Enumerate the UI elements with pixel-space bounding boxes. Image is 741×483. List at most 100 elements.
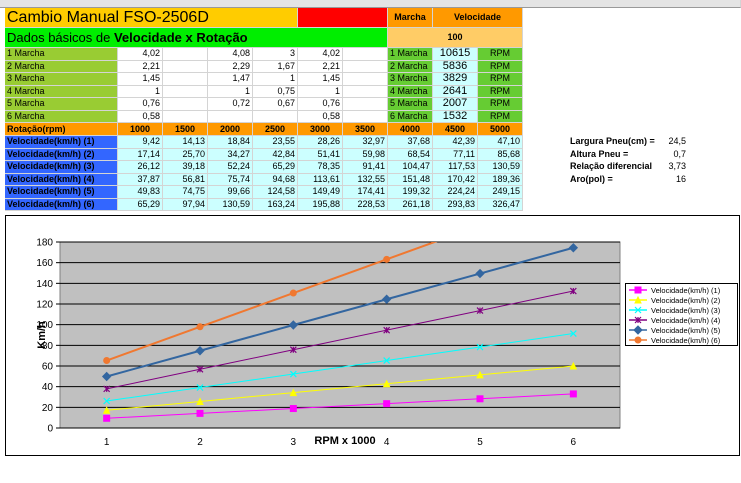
param-label: Altura Pneu = <box>570 148 629 159</box>
speed-value: 174,41 <box>343 186 388 199</box>
cell <box>343 110 388 123</box>
marker <box>476 370 484 379</box>
marker <box>288 320 299 330</box>
ratio-cell: 1,67 <box>253 60 298 73</box>
speed-value: 149,49 <box>298 186 343 199</box>
series-group <box>101 242 579 422</box>
gear-header: Marcha <box>388 8 433 28</box>
marker <box>196 384 204 391</box>
marker <box>101 371 112 382</box>
red-cell <box>298 8 388 28</box>
legend-label: Velocidade(km/h) (6) <box>651 336 721 345</box>
marker <box>103 397 111 405</box>
speed-value: 224,24 <box>433 186 478 199</box>
speed-value: 85,68 <box>478 148 523 161</box>
marker <box>569 330 577 337</box>
speed-value: 32,97 <box>343 136 388 149</box>
marker <box>634 306 642 314</box>
y-tick-label: 120 <box>36 300 53 311</box>
ratio-cell: 1,47 <box>208 73 253 86</box>
marker <box>383 357 391 364</box>
y-tick-label: 40 <box>42 382 54 393</box>
ratio-cell: 1,45 <box>118 73 163 86</box>
marker <box>103 414 111 422</box>
ratio-cell: 4,08 <box>208 48 253 61</box>
speed-value: 56,81 <box>163 173 208 186</box>
rpm-value: 2000 <box>208 123 253 136</box>
series-line <box>106 246 574 378</box>
marker <box>383 255 391 263</box>
rpm-unit: RPM <box>478 73 523 86</box>
cell <box>163 85 208 98</box>
marker <box>289 370 297 378</box>
ratio-cell <box>253 110 298 123</box>
gear-label: 6 Marcha <box>5 110 118 123</box>
legend-label: Velocidade(km/h) (3) <box>651 306 721 315</box>
cell <box>343 48 388 61</box>
speed-value: 163,24 <box>253 198 298 211</box>
ratio-cell: 4,02 <box>298 48 343 61</box>
marker <box>102 406 111 414</box>
gear-label: 4 Marcha <box>5 85 118 98</box>
speed-label: Velocidade(km/h) (5) <box>5 186 118 199</box>
speed-value: 74,75 <box>163 186 208 199</box>
speed-value: 37,68 <box>388 136 433 149</box>
series-line <box>106 333 574 402</box>
speed-label: Velocidade(km/h) (4) <box>5 173 118 186</box>
gear-rpm: 10615 <box>433 47 478 61</box>
speed-value: 113,61 <box>298 173 343 186</box>
subtitle-bold: Velocidade x Rotação <box>113 30 248 45</box>
ratio-cell: 4,02 <box>118 48 163 61</box>
gear-rpm: 2641 <box>433 85 478 98</box>
sheet-title: Cambio Manual FSO-2506D <box>5 8 298 28</box>
marker <box>569 287 577 295</box>
marker <box>383 400 391 408</box>
marker <box>196 365 204 373</box>
speed-value: 9,42 <box>118 136 163 149</box>
y-tick-label: 0 <box>47 424 53 435</box>
cell <box>343 98 388 111</box>
gear-header: Velocidade <box>433 8 523 28</box>
speed-label: Velocidade(km/h) (6) <box>5 198 118 211</box>
param-label: Relação diferencial <box>570 161 653 171</box>
param-label: Largura Pneu(cm) = <box>570 136 655 146</box>
gear-rpm: 5836 <box>433 60 478 73</box>
gear-label: 2 Marcha <box>388 60 433 73</box>
ratio-cell: 1 <box>253 73 298 86</box>
param-value: 3,73 <box>668 161 686 171</box>
gear-rpm: 1532 <box>433 110 478 123</box>
marker <box>634 286 642 294</box>
rpm-value: 1000 <box>118 123 163 136</box>
marker <box>568 243 579 253</box>
speed-value: 26,12 <box>118 161 163 174</box>
rpm-unit: RPM <box>478 85 523 98</box>
speed-value: 261,18 <box>388 198 433 211</box>
ratio-cell: 0,67 <box>253 98 298 111</box>
speed-value: 97,94 <box>163 198 208 211</box>
cell <box>163 48 208 61</box>
legend-label: Velocidade(km/h) (1) <box>651 286 721 295</box>
gear-label: 2 Marcha <box>5 60 118 73</box>
gear-label: 5 Marcha <box>388 98 433 111</box>
cell <box>163 110 208 123</box>
ratio-cell: 1 <box>298 85 343 98</box>
rpm-unit: RPM <box>478 98 523 111</box>
speed-value: 130,59 <box>208 198 253 211</box>
x-tick-label: 3 <box>291 437 297 448</box>
rpm-unit: RPM <box>478 48 523 61</box>
rpm-value: 4500 <box>433 123 478 136</box>
rpm-label: Rotação(rpm) <box>5 123 118 136</box>
marker <box>634 316 642 324</box>
marker <box>476 343 484 351</box>
speed-value: 124,58 <box>253 186 298 199</box>
marker <box>289 405 297 413</box>
cell <box>343 60 388 73</box>
x-tick-label: 4 <box>384 437 390 448</box>
ratio-cell: 2,29 <box>208 60 253 73</box>
speed-value: 42,84 <box>253 148 298 161</box>
speed-value: 195,88 <box>298 198 343 211</box>
cell <box>343 73 388 86</box>
speed-value: 37,87 <box>118 173 163 186</box>
cell <box>343 85 388 98</box>
param-value: 24,5 <box>668 136 686 146</box>
